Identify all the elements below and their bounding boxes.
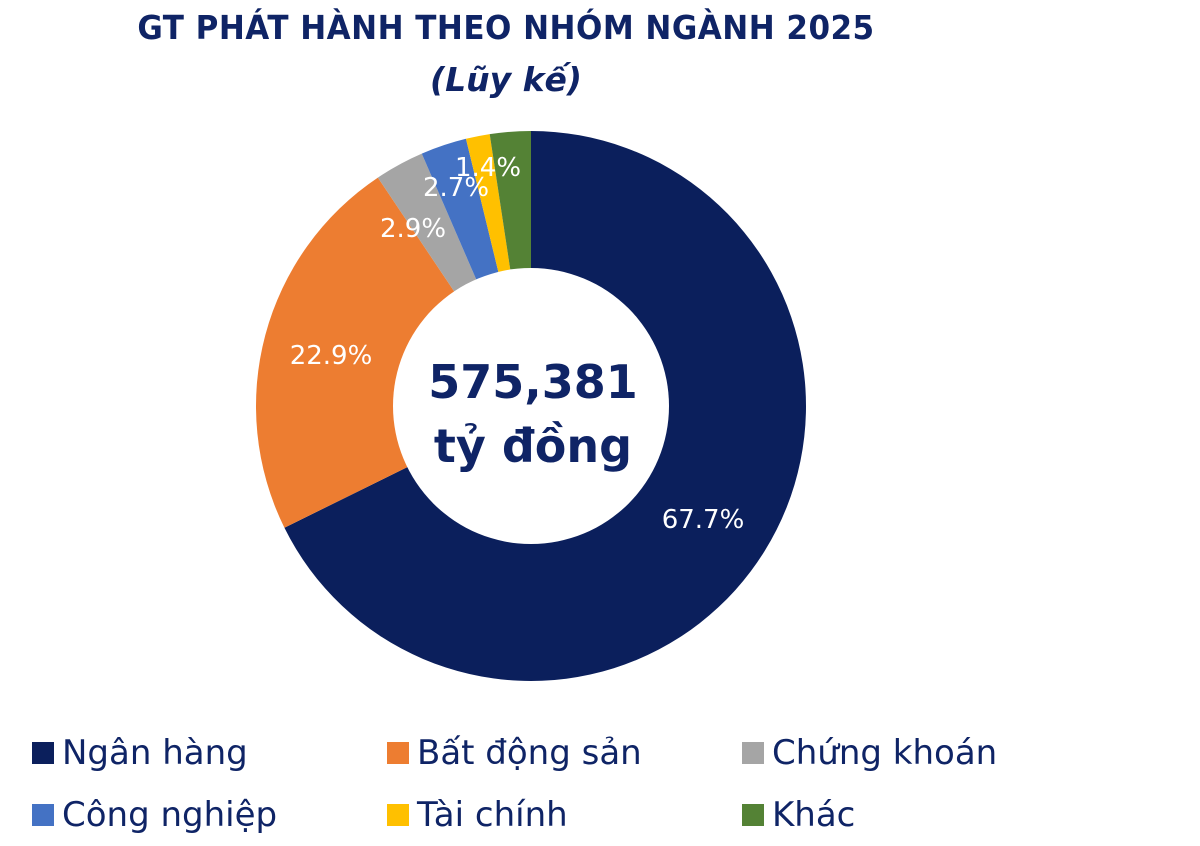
- donut-slice: [255, 177, 531, 528]
- label-cong-nghiep: 2.7%: [423, 173, 489, 203]
- legend-swatch-icon: [387, 804, 409, 826]
- legend-swatch-icon: [32, 804, 54, 826]
- legend-label: Bất động sản: [417, 733, 642, 773]
- legend-item-bat-dong-san: Bất động sản: [387, 733, 742, 773]
- legend-row-1: Ngân hàng Bất động sản Chứng khoán: [32, 722, 1192, 784]
- legend-item-khac: Khác: [742, 795, 855, 835]
- donut-hole: [393, 268, 669, 544]
- legend-swatch-icon: [32, 742, 54, 764]
- legend-label: Tài chính: [417, 795, 568, 835]
- legend-item-ngan-hang: Ngân hàng: [32, 733, 387, 773]
- legend-swatch-icon: [742, 804, 764, 826]
- legend-item-chung-khoan: Chứng khoán: [742, 733, 997, 773]
- chart-legend: Ngân hàng Bất động sản Chứng khoán Công …: [32, 722, 1192, 846]
- legend-label: Chứng khoán: [772, 733, 998, 773]
- legend-item-cong-nghiep: Công nghiệp: [32, 795, 387, 835]
- legend-label: Khác: [772, 795, 856, 835]
- label-ngan-hang: 67.7%: [662, 505, 745, 535]
- center-total-unit: tỷ đồng: [434, 419, 632, 473]
- chart-title: GT PHÁT HÀNH THEO NHÓM NGÀNH 2025: [137, 8, 875, 47]
- legend-row-2: Công nghiệp Tài chính Khác: [32, 784, 1192, 846]
- label-bat-dong-san: 22.9%: [290, 341, 373, 371]
- legend-swatch-icon: [387, 742, 409, 764]
- legend-label: Công nghiệp: [62, 795, 278, 835]
- center-total-value: 575,381: [428, 355, 638, 409]
- chart-subtitle: (Lũy kế): [429, 60, 582, 99]
- label-khac: 1.4%: [455, 153, 521, 183]
- legend-swatch-icon: [742, 742, 764, 764]
- label-chung-khoan: 2.9%: [380, 214, 446, 244]
- legend-label: Ngân hàng: [62, 733, 248, 773]
- legend-item-tai-chinh: Tài chính: [387, 795, 742, 835]
